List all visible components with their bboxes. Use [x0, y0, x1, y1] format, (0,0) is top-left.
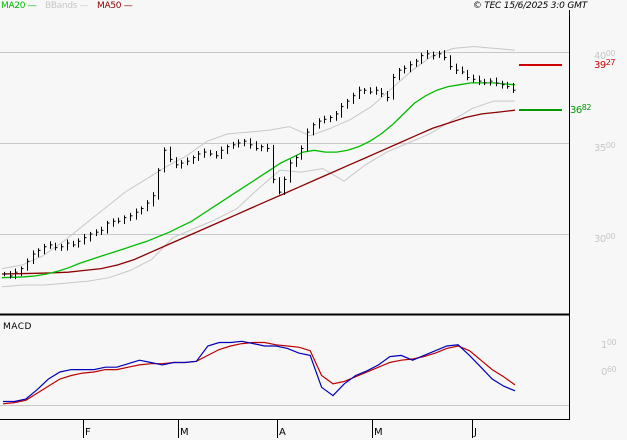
bollinger-bands — [1, 45, 516, 288]
ma20-line — [1, 82, 516, 279]
resistance-label-main: 39 — [594, 60, 606, 71]
support-label: 3682 — [570, 103, 591, 116]
legend-ma20-label: MA20 — [1, 1, 26, 11]
price-label-sup: 00 — [605, 232, 616, 241]
legend-bbands: BBands — — [45, 1, 89, 11]
price-label-main: 40 — [594, 51, 606, 62]
macd-label-060: 060 — [601, 365, 617, 378]
x-label-may: M — [374, 427, 383, 438]
legend-ma20: MA20 — — [1, 1, 37, 11]
bband-upper-line — [1, 45, 516, 270]
legend-bbands-label: BBands — [45, 1, 78, 11]
support-label-sup: 82 — [581, 103, 592, 112]
legend-ma50: MA50 — — [97, 1, 133, 11]
macd-line — [3, 340, 516, 403]
macd-label-main: 1 — [601, 340, 607, 351]
ma50-line — [1, 109, 516, 275]
price-label-main: 30 — [594, 234, 606, 245]
price-label-3500: 3500 — [594, 141, 615, 154]
macd-label-sup: 00 — [606, 338, 617, 347]
price-gridlines — [0, 52, 569, 235]
price-label-main: 35 — [594, 143, 606, 154]
macd-title: MACD — [3, 322, 32, 332]
macd-label-sup: 60 — [606, 365, 617, 374]
resistance-label: 3927 — [594, 58, 615, 71]
x-label-mar: M — [180, 427, 189, 438]
support-label-main: 36 — [570, 105, 582, 116]
resistance-label-sup: 27 — [605, 58, 616, 67]
x-axis-ticks — [83, 420, 473, 438]
price-label-sup: 00 — [605, 141, 616, 150]
macd-signal-line — [2, 341, 516, 405]
copyright-timestamp: © TEC 15/6/2025 3:0 GMT — [472, 1, 587, 11]
price-label-3000: 3000 — [594, 232, 615, 245]
legend-ma50-label: MA50 — [97, 1, 122, 11]
x-label-feb: F — [85, 427, 91, 438]
macd-label-main: 0 — [601, 367, 607, 378]
x-label-apr: A — [279, 427, 286, 438]
price-label-4000: 4000 — [594, 49, 615, 62]
x-label-jun: J — [474, 427, 477, 438]
chart-legend: MA20 — BBands — MA50 — — [1, 1, 138, 11]
macd-label-100: 100 — [601, 338, 617, 351]
ohlc-bars — [4, 50, 516, 280]
bband-lower-line — [1, 100, 515, 288]
price-label-sup: 00 — [605, 49, 616, 58]
